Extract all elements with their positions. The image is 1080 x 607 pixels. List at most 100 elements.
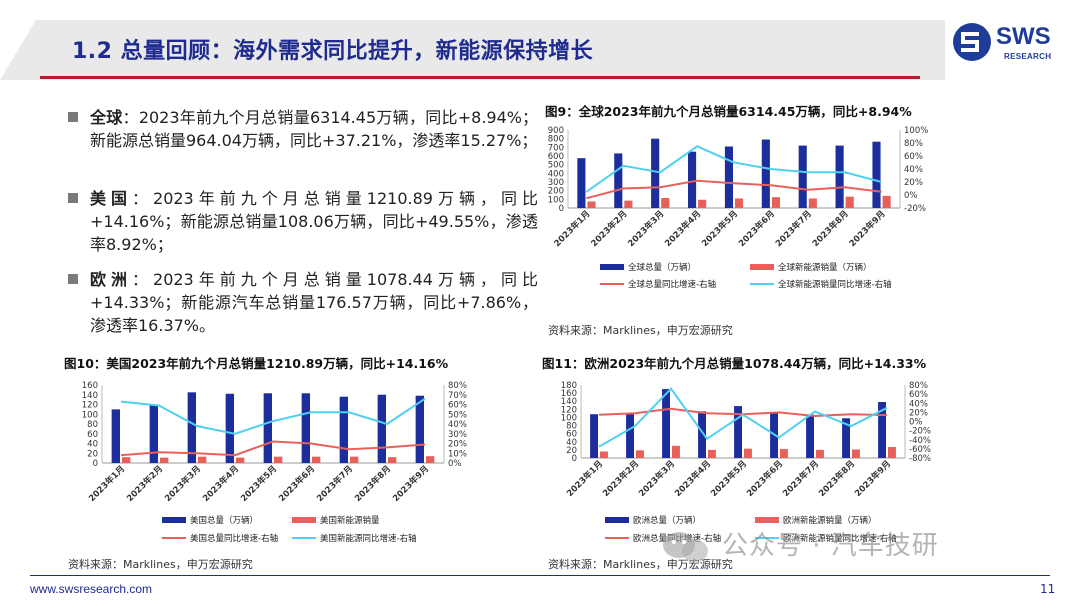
bar: [780, 449, 788, 458]
y2-tick-label: 80%: [448, 381, 467, 391]
bullet-body: ：2023年前九个月总销量1210.89万辆，同比+14.16%；新能源总销量1…: [90, 189, 538, 254]
x-tick-label: 2023年8月: [816, 458, 857, 499]
y-tick-label: 0: [93, 459, 98, 469]
y-tick-label: 100: [561, 413, 577, 423]
y2-tick-label: 80%: [904, 139, 923, 149]
legend-label: 美国新能源同比增速-右轴: [320, 533, 417, 544]
y-tick-label: 80: [566, 422, 577, 432]
bullet-square-icon: [68, 112, 78, 122]
footer-url: www.swsresearch.com: [30, 582, 153, 596]
y2-tick-label: 40%: [909, 399, 928, 409]
bar: [798, 145, 807, 208]
series-line: [585, 145, 882, 193]
y2-tick-label: -80%: [909, 454, 931, 464]
y-tick-label: 800: [548, 135, 564, 145]
bar: [651, 138, 660, 208]
bullet-head: 全球: [90, 108, 123, 127]
y2-tick-label: 20%: [904, 178, 923, 188]
x-tick-label: 2023年9月: [847, 208, 888, 249]
bar: [339, 396, 348, 463]
wechat-icon: [663, 532, 708, 562]
y2-tick-label: 60%: [909, 390, 928, 400]
x-tick-label: 2023年2月: [600, 458, 641, 499]
y-tick-label: 180: [561, 381, 577, 391]
x-tick-label: 2023年9月: [852, 458, 893, 499]
bar: [735, 198, 744, 208]
bar: [312, 456, 321, 463]
bar: [708, 449, 716, 458]
legend-label: 全球新能源销量（万辆）: [778, 262, 872, 273]
y-tick-label: 0: [572, 454, 577, 464]
chart-caption-global: 图9：全球2023年前九个月总销量6314.45万辆，同比+8.94%: [545, 104, 912, 119]
x-tick-label: 2023年3月: [636, 458, 677, 499]
x-tick-label: 2023年6月: [744, 458, 785, 499]
x-tick-label: 2023年5月: [238, 463, 279, 504]
x-tick-label: 2023年6月: [276, 463, 317, 504]
bar: [263, 393, 272, 463]
legend-swatch: [750, 264, 774, 270]
series-line: [120, 440, 426, 457]
y2-tick-label: 0%: [904, 191, 918, 201]
x-tick-label: 2023年4月: [672, 458, 713, 499]
legend-label: 欧洲新能源销量（万辆）: [783, 515, 877, 526]
page-number: 11: [1040, 582, 1056, 596]
bar: [388, 457, 397, 463]
bar: [301, 393, 310, 463]
x-tick-label: 2023年7月: [314, 463, 355, 504]
series-line: [120, 397, 426, 435]
bar: [624, 200, 633, 208]
chart-caption-eu: 图11：欧洲2023年前九个月总销量1078.44万辆，同比+14.33%: [542, 356, 927, 371]
legend-label: 美国总量同比增速-右轴: [190, 533, 278, 544]
bar: [872, 141, 881, 208]
y2-tick-label: 60%: [904, 152, 923, 162]
logo-text: SWS: [996, 23, 1051, 50]
y2-tick-label: 0%: [909, 418, 923, 428]
bar: [835, 145, 844, 208]
y-tick-label: 0: [559, 204, 564, 214]
y2-tick-label: -20%: [909, 427, 931, 437]
x-tick-label: 2023年1月: [564, 458, 605, 499]
x-tick-label: 2023年6月: [736, 208, 777, 249]
y2-tick-label: -20%: [904, 204, 926, 214]
y-tick-label: 160: [82, 381, 98, 391]
bar: [724, 146, 733, 208]
y-tick-label: 900: [548, 126, 564, 136]
bar: [816, 449, 824, 458]
x-tick-label: 2023年2月: [589, 208, 630, 249]
x-tick-label: 2023年3月: [626, 208, 667, 249]
y2-tick-label: -60%: [909, 445, 931, 455]
y2-tick-label: 50%: [448, 410, 467, 420]
y-tick-label: 600: [548, 152, 564, 162]
x-tick-label: 2023年8月: [810, 208, 851, 249]
legend-swatch: [605, 517, 629, 523]
y-tick-label: 400: [548, 169, 564, 179]
logo-subtext: RESEARCH: [1004, 52, 1052, 61]
y2-tick-label: -40%: [909, 436, 931, 446]
x-tick-label: 2023年5月: [708, 458, 749, 499]
bar: [852, 449, 860, 458]
chart-source-us: 资料来源：Marklines，申万宏源研究: [68, 558, 253, 571]
y-tick-label: 700: [548, 143, 564, 153]
y-tick-label: 500: [548, 161, 564, 171]
bar: [187, 392, 196, 463]
y-tick-label: 60: [87, 430, 98, 440]
bar: [149, 404, 158, 463]
x-tick-label: 2023年9月: [390, 463, 431, 504]
bar: [415, 395, 424, 463]
chart-source-eu: 资料来源：Marklines，申万宏源研究: [548, 558, 733, 571]
x-tick-label: 2023年3月: [162, 463, 203, 504]
legend-label: 全球新能源销量同比增速-右轴: [778, 279, 892, 290]
bar: [626, 413, 634, 458]
bar: [426, 456, 435, 463]
x-tick-label: 2023年4月: [200, 463, 241, 504]
bar: [734, 406, 742, 458]
bar: [111, 409, 120, 463]
legend-label: 欧洲总量（万辆）: [633, 515, 701, 526]
bar: [614, 153, 623, 208]
y2-tick-label: 30%: [448, 430, 467, 440]
page-title: 1.2 总量回顾：海外需求同比提升，新能源保持增长: [72, 39, 594, 64]
y-tick-label: 60: [566, 430, 577, 440]
y2-tick-label: 20%: [448, 440, 467, 450]
bar: [274, 456, 283, 463]
